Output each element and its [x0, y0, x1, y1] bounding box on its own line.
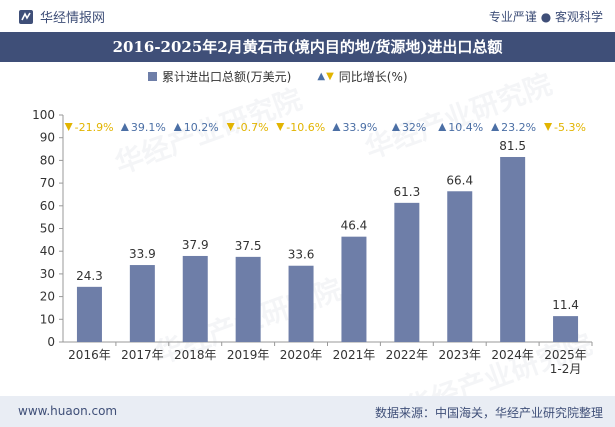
growth-label: 32%	[402, 121, 426, 134]
growth-up-icon	[120, 123, 129, 131]
y-tick-label: 30	[40, 267, 55, 281]
bar-chart: 0 10 20 30 40 50 60 70 80 90 100 24.3 2016年 -21.9% 33.…	[32, 108, 593, 376]
bar	[288, 265, 314, 342]
growth-label: 10.2%	[184, 121, 219, 134]
bar	[76, 286, 102, 342]
bar	[129, 265, 155, 342]
x-tick-label: 2025年	[544, 348, 587, 362]
growth-label: -10.6%	[286, 121, 325, 134]
growth-down-icon	[64, 123, 73, 131]
bar	[394, 202, 420, 342]
bar-value-label: 33.9	[129, 247, 156, 261]
growth-label: -21.9%	[75, 121, 114, 134]
x-tick-label: 2021年	[333, 348, 376, 362]
bar	[182, 255, 208, 342]
x-tick-label: 2016年	[68, 348, 111, 362]
legend-label-value: 累计进出口总额(万美元)	[162, 70, 292, 84]
bar-value-label: 37.5	[235, 239, 262, 253]
growth-label: -5.3%	[554, 121, 586, 134]
bar	[500, 156, 526, 342]
growth-down-icon	[276, 123, 285, 131]
legend-label-growth: 同比增长(%)	[338, 70, 408, 84]
x-tick-label: 2024年	[491, 348, 534, 362]
growth-up-icon	[491, 123, 500, 131]
chart-title: 2016-2025年2月黄石市(境内目的地/货源地)进出口总额	[112, 38, 503, 56]
growth-label: -0.7%	[237, 121, 269, 134]
x-tick-label: 2019年	[227, 348, 270, 362]
brand-name: 华经情报网	[40, 11, 106, 26]
bar	[235, 256, 261, 342]
growth-up-icon	[438, 123, 447, 131]
growth-down-icon	[544, 123, 553, 131]
y-tick-label: 70	[40, 176, 55, 190]
x-tick-label: 2022年	[386, 348, 429, 362]
x-tick-label: 2023年	[438, 348, 481, 362]
y-tick-label: 80	[40, 153, 55, 167]
bar-value-label: 61.3	[393, 185, 420, 199]
bar	[341, 236, 367, 342]
bar-value-label: 46.4	[341, 219, 368, 233]
legend-item-growth: ▲ ▼ 同比增长(%)	[317, 68, 407, 85]
legend-item-value: 累计进出口总额(万美元)	[148, 68, 291, 85]
footer: www.huaon.com 数据来源：中国海关，华经产业研究院整理	[0, 396, 615, 427]
y-tick-label: 0	[47, 335, 55, 349]
y-tick-label: 20	[40, 290, 55, 304]
bar-value-label: 37.9	[182, 238, 209, 252]
growth-label: 10.4%	[448, 121, 483, 134]
triangle-up-icon: ▲	[317, 71, 326, 82]
x-tick-label: 1-2月	[550, 362, 582, 376]
logo-icon	[19, 9, 33, 24]
growth-up-icon	[332, 123, 341, 131]
footer-source: 数据来源：中国海关，华经产业研究院整理	[374, 406, 603, 420]
y-tick-label: 50	[40, 222, 55, 236]
bar-value-label: 66.4	[446, 173, 473, 187]
legend-swatch	[148, 72, 157, 81]
bar-value-label: 33.6	[288, 248, 315, 262]
bar	[553, 316, 579, 342]
growth-label: 33.9%	[342, 121, 377, 134]
growth-label: 23.2%	[501, 121, 536, 134]
y-tick-label: 10	[40, 312, 55, 326]
y-tick-label: 90	[40, 131, 55, 145]
tagline: 专业严谨 ● 客观科学	[488, 10, 603, 24]
bar	[447, 191, 473, 342]
growth-up-icon	[391, 123, 400, 131]
y-tick-label: 40	[40, 244, 55, 258]
y-tick-label: 100	[32, 108, 55, 122]
brand: 华经情报网	[18, 7, 105, 26]
bar-value-label: 11.4	[552, 298, 579, 312]
bar-value-label: 81.5	[499, 139, 526, 153]
legend-triangles: ▲ ▼	[317, 71, 333, 82]
x-tick-label: 2020年	[280, 348, 323, 362]
title-bar: 2016-2025年2月黄石市(境内目的地/货源地)进出口总额	[0, 32, 615, 62]
growth-label: 39.1%	[131, 121, 166, 134]
x-tick-label: 2018年	[174, 348, 217, 362]
legend: 累计进出口总额(万美元) ▲ ▼ 同比增长(%)	[148, 68, 408, 85]
x-tick-label: 2017年	[121, 348, 164, 362]
bar-value-label: 24.3	[76, 269, 103, 283]
top-bar: 华经情报网 专业严谨 ● 客观科学	[0, 0, 615, 32]
footer-website: www.huaon.com	[18, 404, 118, 418]
y-tick-label: 60	[40, 199, 55, 213]
growth-up-icon	[173, 123, 182, 131]
triangle-down-icon: ▼	[326, 71, 334, 82]
growth-down-icon	[226, 123, 235, 131]
